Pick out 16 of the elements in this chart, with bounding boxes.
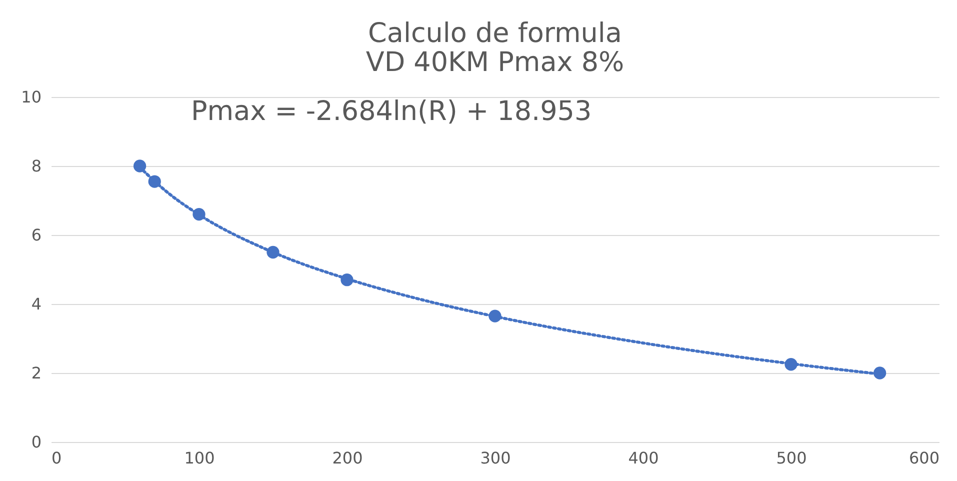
x-tick-label: 500	[776, 448, 807, 468]
y-tick-label: 10	[21, 88, 42, 106]
y-tick-label: 4	[31, 294, 42, 314]
annotation: Pmax = -2.684ln(R) + 18.953	[191, 96, 592, 127]
text: VD 40KM Pmax 8%	[366, 47, 624, 78]
y-tick-label: 6	[31, 226, 42, 244]
x-tick-label: 200	[332, 448, 363, 468]
x-tick-label: 300	[480, 448, 511, 468]
y-tick-label: 0	[31, 432, 42, 452]
x-tick-label: 100	[184, 448, 215, 468]
text: Calculo de formula	[368, 18, 622, 49]
x-tick-label: 0	[52, 448, 62, 468]
x-tick-label: 400	[628, 448, 659, 468]
y-tick-label: 8	[31, 156, 42, 176]
y-tick-label: 2	[31, 364, 42, 382]
x-tick-label: 600	[908, 448, 940, 468]
